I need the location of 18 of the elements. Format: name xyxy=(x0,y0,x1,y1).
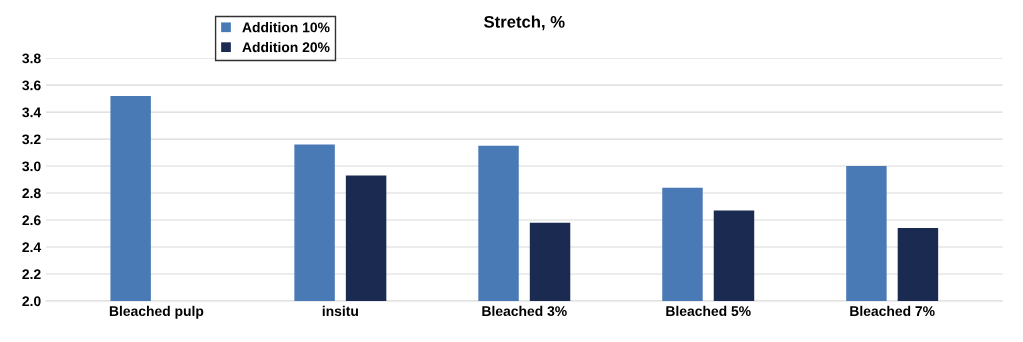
x-tick-label: insitu xyxy=(322,305,358,317)
x-tick-label: Bleached pulp xyxy=(109,305,204,319)
legend-label: Addition 10% xyxy=(242,22,330,33)
y-tick-label: 3.0 xyxy=(22,161,41,172)
y-tick-label: 3.4 xyxy=(22,107,42,118)
x-tick-label: Bleached 3% xyxy=(482,305,567,317)
chart-title: Stretch, % xyxy=(484,15,565,31)
x-tick-label: Bleached 5% xyxy=(666,305,751,317)
y-tick-label: 3.8 xyxy=(22,53,41,64)
y-tick-label: 2.8 xyxy=(22,188,41,199)
y-tick-label: 2.6 xyxy=(22,215,41,226)
legend-label: Addition 20% xyxy=(242,41,330,53)
y-tick-label: 2.2 xyxy=(22,269,41,280)
y-tick-label: 2.0 xyxy=(22,296,41,307)
x-tick-label: Bleached 7% xyxy=(850,305,935,317)
y-tick-label: 3.2 xyxy=(22,134,41,145)
y-tick-label: 3.6 xyxy=(22,80,41,91)
y-tick-label: 2.4 xyxy=(22,242,42,253)
